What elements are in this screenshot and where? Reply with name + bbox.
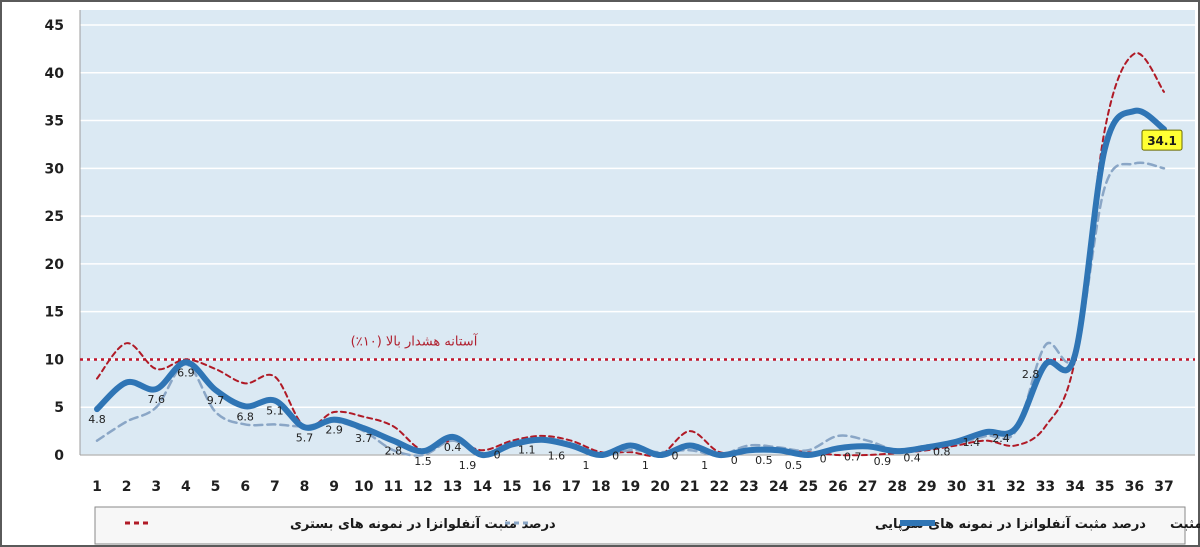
y-tick-0: 0	[54, 448, 64, 464]
x-tick-18: 18	[591, 479, 610, 495]
y-tick-20: 20	[45, 257, 65, 273]
x-tick-21: 21	[680, 479, 699, 495]
x-tick-19: 19	[621, 479, 640, 495]
legend-label-average: میانگین آنفلوانزا مثبت	[1170, 515, 1200, 532]
x-tick-9: 9	[329, 479, 339, 495]
x-tick-24: 24	[769, 479, 789, 495]
y-tick-30: 30	[45, 161, 65, 177]
x-tick-4: 4	[181, 479, 191, 495]
data-label: 0	[731, 454, 738, 467]
legend-label-outpatient: درصد مثبت آنفلوانزا در نمونه های سرپایی	[875, 515, 1146, 532]
x-tick-30: 30	[947, 479, 967, 495]
x-tick-31: 31	[976, 479, 995, 495]
data-label: 0	[494, 448, 501, 461]
data-label: 2.4	[992, 432, 1010, 445]
data-label: 5.7	[296, 431, 314, 444]
series-line-inpatient	[96, 52, 1165, 458]
x-tick-12: 12	[413, 479, 432, 495]
x-tick-20: 20	[650, 479, 670, 495]
y-tick-40: 40	[45, 66, 65, 82]
data-label: 1	[701, 459, 708, 472]
data-label: 3.7	[355, 432, 373, 445]
x-tick-34: 34	[1065, 479, 1085, 495]
x-tick-35: 35	[1095, 479, 1114, 495]
data-label: 0.7	[844, 450, 862, 463]
x-tick-10: 10	[354, 479, 374, 495]
y-tick-15: 15	[45, 305, 64, 321]
x-tick-17: 17	[561, 479, 580, 495]
x-tick-3: 3	[151, 479, 161, 495]
threshold-label: آستانه هشدار بالا (۱۰٪)	[351, 332, 479, 349]
callout: 34.1	[1141, 129, 1183, 151]
x-tick-14: 14	[473, 479, 493, 495]
threshold: آستانه هشدار بالا (۱۰٪)	[80, 332, 1195, 361]
y-tick-35: 35	[45, 114, 64, 130]
x-tick-15: 15	[502, 479, 521, 495]
x-tick-33: 33	[1036, 479, 1055, 495]
y-tick-45: 45	[45, 18, 64, 34]
data-label: 2.8	[1022, 368, 1040, 381]
callout-label: 34.1	[1147, 134, 1177, 148]
data-label: 1.4	[963, 436, 981, 449]
series-lines	[94, 52, 1167, 459]
x-tick-29: 29	[917, 479, 936, 495]
data-label: 0.9	[874, 455, 892, 468]
data-label: 2.8	[385, 445, 403, 458]
y-tick-25: 25	[45, 209, 64, 225]
x-tick-2: 2	[122, 479, 132, 495]
y-axis: 0 5 10 15 20 25 30 35 40 45	[45, 10, 1195, 464]
x-tick-16: 16	[532, 479, 551, 495]
data-label: 0.4	[444, 441, 462, 454]
data-label: 1	[642, 459, 649, 472]
x-tick-7: 7	[270, 479, 280, 495]
x-tick-32: 32	[1006, 479, 1025, 495]
data-label: 0	[612, 449, 619, 462]
data-label: 9.7	[207, 394, 225, 407]
x-tick-6: 6	[240, 479, 250, 495]
x-tick-13: 13	[443, 479, 462, 495]
legend: درصد مثبت آنفلوانزا در نمونه های بستری د…	[94, 506, 1200, 545]
data-label: 0.5	[755, 454, 773, 467]
data-label: 1	[583, 459, 590, 472]
data-label: 6.8	[236, 410, 254, 423]
data-label: 0.8	[933, 446, 951, 459]
x-tick-28: 28	[888, 479, 907, 495]
data-label: 1.9	[459, 459, 477, 472]
data-label: 6.9	[177, 366, 195, 379]
data-label: 1.1	[518, 444, 536, 457]
x-tick-22: 22	[710, 479, 729, 495]
data-label: 1.5	[414, 455, 432, 468]
x-tick-26: 26	[828, 479, 847, 495]
x-tick-37: 37	[1154, 479, 1173, 495]
data-label: 0	[671, 449, 678, 462]
x-tick-8: 8	[300, 479, 310, 495]
data-label: 0.5	[785, 459, 803, 472]
data-labels: 4.8 7.6 6.9 9.7 6.8 5.1 5.7 2.9 3.7 2.8 1.5 0.4 1.9 0…	[88, 366, 1039, 472]
x-axis: 1 2 3 4 5 6 7 8 9 10 11 12 13 14 15 16 17 18 19 20 21 22 23 24 2…	[92, 479, 1174, 495]
data-label: 2.9	[325, 424, 343, 437]
data-label: 4.8	[88, 413, 106, 426]
x-tick-23: 23	[739, 479, 758, 495]
data-label: 1.6	[548, 449, 566, 462]
data-label: 0.4	[903, 451, 921, 464]
x-tick-36: 36	[1125, 479, 1144, 495]
x-tick-11: 11	[384, 479, 403, 495]
data-label: 0	[820, 452, 827, 465]
plot-area	[80, 10, 1195, 455]
x-tick-25: 25	[799, 479, 818, 495]
data-label: 5.1	[266, 405, 284, 418]
x-tick-1: 1	[92, 479, 102, 495]
legend-label-inpatient: درصد مثبت آنفلوانزا در نمونه های بستری	[290, 515, 556, 532]
callout-box	[1141, 129, 1183, 151]
series-line-average	[94, 107, 1167, 459]
y-tick-10: 10	[45, 352, 65, 368]
data-label: 7.6	[148, 393, 166, 406]
y-tick-5: 5	[54, 400, 64, 416]
x-tick-5: 5	[211, 479, 221, 495]
x-tick-27: 27	[858, 479, 877, 495]
legend-box	[94, 506, 1186, 545]
